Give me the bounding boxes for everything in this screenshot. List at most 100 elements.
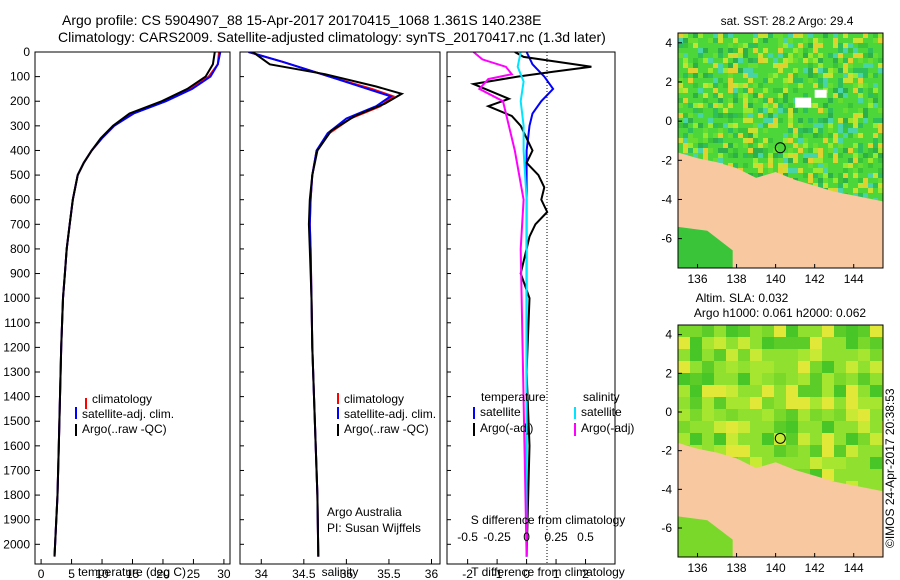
map-cell — [828, 148, 833, 153]
map-cell — [882, 349, 883, 361]
map-cell — [778, 158, 783, 163]
x-top-tick-label: 0.5 — [577, 530, 594, 544]
map-cell — [748, 73, 753, 78]
map-cell — [683, 38, 688, 43]
map-cell — [813, 143, 818, 148]
map-cell — [708, 138, 713, 143]
map-cell — [878, 38, 883, 43]
map-cell — [713, 158, 718, 163]
map-cell — [833, 138, 838, 143]
map-cell — [726, 409, 738, 421]
map-y-tick-label: 0 — [665, 405, 672, 419]
map-cell — [703, 48, 708, 53]
map-cell — [838, 188, 843, 193]
map-cell — [728, 163, 733, 168]
map-cell — [683, 63, 688, 68]
map-cell — [762, 337, 774, 349]
map-cell — [878, 188, 883, 193]
map-cell — [783, 138, 788, 143]
map-cell — [853, 128, 858, 133]
map-cell — [713, 108, 718, 113]
map-cell — [718, 63, 723, 68]
sst-map-frame — [677, 32, 884, 269]
map-cell — [774, 337, 786, 349]
map-cell — [768, 53, 773, 58]
map-cell — [808, 148, 813, 153]
map-cell — [848, 163, 853, 168]
map-cell — [723, 143, 728, 148]
map-cell — [822, 361, 834, 373]
map-cell — [853, 113, 858, 118]
y-tick-label: 1000 — [3, 291, 30, 305]
map-cell — [728, 73, 733, 78]
map-cell — [853, 193, 858, 198]
map-cell — [843, 128, 848, 133]
map-cell — [848, 123, 853, 128]
map-cell — [714, 433, 726, 445]
map-cell — [818, 38, 823, 43]
map-cell — [688, 118, 693, 123]
map-cell — [733, 93, 738, 98]
map-cell — [708, 123, 713, 128]
map-cell — [813, 73, 818, 78]
map-cell — [833, 58, 838, 63]
sst-map-title: sat. SST: 28.2 Argo: 29.4 — [721, 14, 854, 28]
map-cell — [758, 53, 763, 58]
map-cell — [858, 68, 863, 73]
map-cell — [828, 53, 833, 58]
map-cell — [763, 103, 768, 108]
map-cell — [858, 168, 863, 173]
map-cell — [838, 83, 843, 88]
map-cell — [763, 48, 768, 53]
map-cell — [773, 58, 778, 63]
map-cell — [838, 118, 843, 123]
y-tick-label: 700 — [10, 217, 30, 231]
map-cell — [808, 173, 813, 178]
map-cell — [813, 153, 818, 158]
map-cell — [818, 63, 823, 68]
map-cell — [828, 68, 833, 73]
map-cell — [868, 53, 873, 58]
map-cell — [714, 397, 726, 409]
x-tick-label: 34 — [255, 567, 269, 580]
map-cell — [708, 118, 713, 123]
map-cell — [698, 88, 703, 93]
map-cell — [858, 373, 870, 385]
x-tick-label: -2 — [462, 567, 473, 580]
map-x-tick-label: 142 — [805, 272, 825, 286]
map-cell — [828, 128, 833, 133]
map-cell — [743, 68, 748, 73]
map-cell — [753, 73, 758, 78]
map-cell — [858, 433, 870, 445]
map-x-tick-label: 136 — [688, 561, 708, 575]
map-cell — [788, 158, 793, 163]
map-cell — [808, 163, 813, 168]
map-cell — [834, 445, 846, 457]
map-cell — [818, 153, 823, 158]
map-cell — [868, 173, 873, 178]
map-cell — [793, 168, 798, 173]
map-cell — [848, 148, 853, 153]
map-cell — [688, 128, 693, 133]
map-cell — [783, 63, 788, 68]
map-cell — [882, 325, 883, 337]
map-cell — [723, 83, 728, 88]
map-cell — [808, 68, 813, 73]
header-line-1: Argo profile: CS 5904907_88 15-Apr-2017 … — [62, 12, 542, 28]
map-cell — [783, 133, 788, 138]
temperature-axes-frame — [34, 51, 231, 565]
map-cell — [713, 138, 718, 143]
map-cell — [878, 153, 883, 158]
map-cell — [708, 68, 713, 73]
map-cell — [753, 63, 758, 68]
map-cell — [718, 123, 723, 128]
map-cell — [810, 457, 822, 469]
map-cell — [846, 409, 858, 421]
map-cell — [798, 33, 803, 38]
map-cell — [708, 38, 713, 43]
map-cell — [773, 113, 778, 118]
map-cell — [758, 153, 763, 158]
x-tick-label: 30 — [217, 567, 231, 580]
map-cell — [823, 68, 828, 73]
